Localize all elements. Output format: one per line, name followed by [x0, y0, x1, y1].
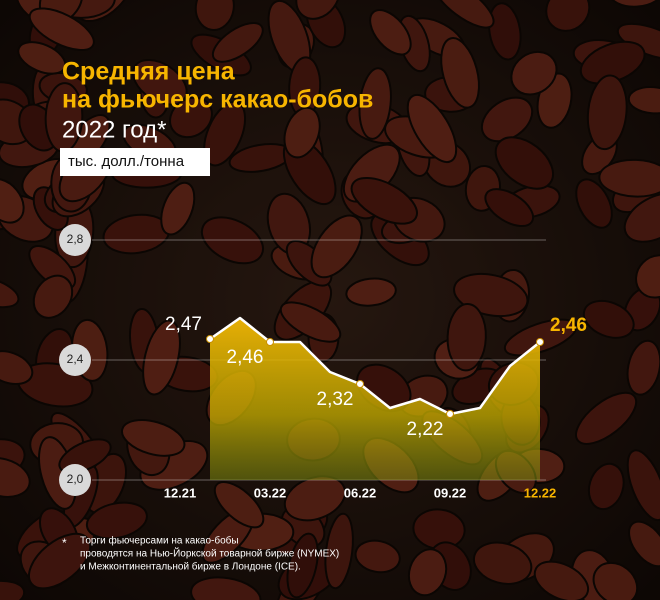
x-tick-label: 06.22 [344, 485, 377, 500]
point [266, 338, 274, 346]
bean [582, 299, 635, 339]
unit-box [60, 148, 210, 176]
bean [369, 9, 412, 56]
y-tick-label: 2,0 [67, 472, 84, 486]
value-label: 2,47 [165, 314, 202, 335]
value-label: 2,46 [227, 347, 264, 368]
point [206, 335, 214, 343]
bean [484, 188, 535, 228]
bean [626, 449, 660, 522]
bean [190, 576, 262, 600]
value-label: 2,32 [317, 389, 354, 410]
chart-title: на фьючерс какао-бобов [62, 86, 373, 114]
bean [533, 560, 590, 600]
bean [627, 85, 660, 115]
footnote: Торги фьючерсами на какао-бобы [80, 535, 239, 547]
bean [142, 319, 181, 396]
bean [494, 136, 554, 190]
bean [592, 561, 639, 600]
bean [160, 181, 196, 236]
footnote: и Межконтинентальной бирже в Лондоне (IC… [80, 561, 301, 573]
bean [0, 579, 26, 600]
bean [623, 192, 660, 243]
bean [132, 59, 188, 106]
bean [616, 22, 660, 60]
bean [85, 501, 148, 540]
bean [406, 94, 458, 163]
unit-label: тыс. долл./тонна [68, 153, 185, 170]
y-tick-badge [59, 464, 91, 496]
bean [587, 462, 625, 511]
x-tick-label: 12.21 [164, 485, 197, 500]
bean [440, 37, 480, 109]
y-tick-label: 2,4 [67, 352, 84, 366]
point [356, 380, 364, 388]
bean [194, 0, 235, 31]
bean [432, 0, 495, 29]
bean [510, 50, 558, 96]
bean [121, 419, 186, 457]
bean [28, 7, 95, 52]
footnote-marker: * [62, 536, 67, 550]
bean [324, 512, 354, 590]
bean [345, 277, 397, 307]
plot: 2,0 2,4 2,8 12.21 03.22 06.22 09.22 12.22 2,47 2,… [59, 224, 587, 500]
bean [626, 339, 660, 396]
bean [28, 532, 92, 590]
bean [635, 254, 660, 299]
x-tick-label: 12.22 [524, 485, 557, 500]
bean [211, 22, 264, 63]
bean [598, 158, 660, 198]
bean [607, 0, 660, 8]
y-tick-badge [59, 224, 91, 256]
bean [350, 176, 418, 225]
bean [0, 178, 25, 224]
bean [446, 303, 487, 372]
bean [575, 178, 613, 229]
x-tick-label: 09.22 [434, 485, 467, 500]
bean [200, 216, 264, 265]
chart-subtitle: 2022 год* [62, 116, 166, 143]
x-tick-label: 03.22 [254, 485, 287, 500]
bean [488, 2, 522, 61]
area [210, 318, 540, 480]
chart-title: Средняя цена [62, 58, 236, 86]
bean [503, 318, 578, 357]
value-label: 2,46 [550, 315, 587, 336]
bean [203, 100, 247, 167]
bean [17, 41, 67, 75]
bean [310, 214, 363, 279]
bean [358, 67, 392, 140]
bean [0, 456, 31, 498]
bean [0, 350, 34, 386]
bean [480, 96, 534, 143]
bean [286, 532, 319, 599]
bean [169, 96, 213, 139]
bean [0, 275, 20, 309]
bean [472, 541, 533, 585]
footnote: проводятся на Нью-Йоркской товарной бирж… [80, 547, 339, 560]
bean [283, 106, 321, 159]
bean [545, 0, 591, 32]
y-tick-badge [59, 344, 91, 376]
bean [295, 0, 341, 20]
point [536, 338, 544, 346]
bean [586, 74, 628, 151]
bean [213, 481, 265, 529]
point [446, 410, 454, 418]
bean [575, 391, 638, 445]
line [209, 316, 541, 416]
bean [32, 274, 74, 319]
bean [354, 539, 401, 574]
value-label: 2,22 [407, 419, 444, 440]
bean [407, 548, 448, 597]
y-tick-label: 2,8 [67, 232, 84, 246]
bean [279, 301, 342, 343]
